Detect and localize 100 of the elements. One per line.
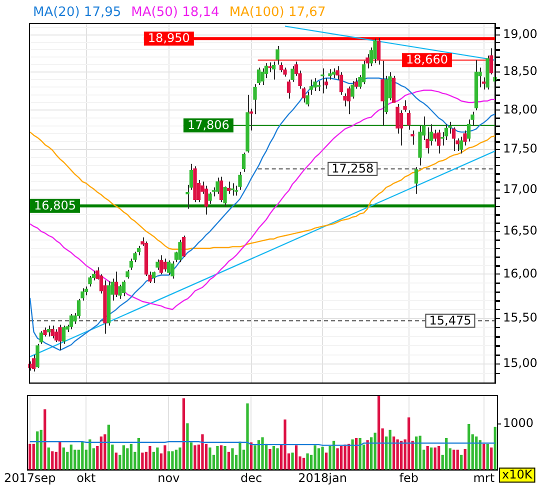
bar xyxy=(284,420,286,470)
ref-line-label: 16,805 xyxy=(34,198,76,213)
candlestick xyxy=(346,86,351,115)
candlestick xyxy=(436,129,441,154)
candlestick xyxy=(166,260,171,276)
candlestick xyxy=(58,324,62,351)
bar xyxy=(388,430,392,470)
candlestick xyxy=(219,176,224,203)
candlestick xyxy=(433,129,437,142)
bar xyxy=(194,445,196,470)
bar xyxy=(178,448,182,470)
candlestick xyxy=(242,152,246,172)
bar xyxy=(460,454,463,470)
bar xyxy=(400,440,403,470)
bar xyxy=(438,446,440,470)
bar xyxy=(81,442,84,470)
bar xyxy=(182,398,186,470)
candlestick xyxy=(373,38,377,64)
y-tick-label: 18,50 xyxy=(503,64,538,78)
bar xyxy=(44,409,46,470)
y-axis-title: x10K xyxy=(502,468,534,482)
bar xyxy=(445,438,448,470)
bar xyxy=(434,448,436,470)
bar xyxy=(122,445,125,470)
bar xyxy=(396,439,399,470)
bar xyxy=(36,431,39,470)
candlestick xyxy=(204,185,208,216)
bar xyxy=(70,444,72,470)
bar xyxy=(452,450,456,470)
candlestick xyxy=(46,325,51,338)
candlestick xyxy=(32,354,36,372)
bar xyxy=(464,448,466,470)
bar xyxy=(62,448,65,470)
candlestick xyxy=(226,181,231,194)
bar xyxy=(32,444,35,470)
bar xyxy=(306,453,309,470)
bar xyxy=(126,448,129,470)
ref-line-label: 17,806 xyxy=(187,118,230,132)
y-tick-label: 16,00 xyxy=(503,266,538,280)
x-tick-label: mrt xyxy=(473,470,495,485)
bar xyxy=(51,451,54,470)
candlestick xyxy=(380,60,384,126)
candlestick xyxy=(163,258,167,272)
bar xyxy=(137,438,140,470)
x-tick-label: 2018jan xyxy=(298,470,347,485)
candlestick xyxy=(403,100,407,112)
bar xyxy=(340,446,343,470)
bar xyxy=(475,436,478,470)
candlestick xyxy=(88,275,92,287)
bar xyxy=(186,423,189,470)
bar xyxy=(141,452,144,470)
candlestick xyxy=(230,182,234,196)
bar xyxy=(317,448,320,470)
bar xyxy=(430,448,433,470)
ref-line-label: 17,258 xyxy=(332,161,374,176)
bar xyxy=(88,439,92,470)
bar xyxy=(291,452,294,470)
candlestick xyxy=(410,130,414,146)
bar xyxy=(257,440,260,470)
candlestick xyxy=(268,62,272,73)
bar xyxy=(486,444,489,470)
bar xyxy=(156,448,159,470)
bar xyxy=(426,446,429,470)
bar xyxy=(231,448,234,470)
candlestick xyxy=(286,79,291,100)
candlestick xyxy=(279,62,284,73)
ref-line-label: 15,475 xyxy=(429,313,472,328)
x-tick-label: feb xyxy=(399,470,418,485)
candlestick xyxy=(122,280,126,297)
y-tick-label: 18,00 xyxy=(503,102,538,116)
candlestick xyxy=(313,78,317,92)
y-tick-label: 16,50 xyxy=(503,224,538,238)
bar xyxy=(47,448,50,470)
bar xyxy=(246,403,249,470)
bar xyxy=(171,451,174,470)
bar xyxy=(336,448,339,470)
bar xyxy=(227,452,230,470)
x-tick-label: dec xyxy=(240,470,262,485)
bar xyxy=(268,448,272,470)
candlestick xyxy=(152,271,156,284)
bar xyxy=(415,436,418,470)
y-tick-label: 15,00 xyxy=(503,356,538,370)
candlestick xyxy=(156,259,160,270)
bar xyxy=(208,448,212,470)
candlestick xyxy=(170,260,174,280)
candlestick xyxy=(302,86,306,104)
candlestick xyxy=(256,67,261,86)
y-tick-label: 17,00 xyxy=(503,182,538,196)
candlestick xyxy=(399,110,404,146)
bar xyxy=(114,452,118,470)
bar xyxy=(167,451,170,470)
candlestick xyxy=(69,313,74,330)
text: MA(20) 17,95 xyxy=(33,5,122,20)
bar xyxy=(321,446,324,470)
bar xyxy=(468,424,470,470)
text: MA(50) 18,14 xyxy=(131,5,220,20)
bar xyxy=(418,436,422,470)
bar xyxy=(344,444,346,470)
bar xyxy=(58,442,62,470)
bar xyxy=(378,396,380,470)
